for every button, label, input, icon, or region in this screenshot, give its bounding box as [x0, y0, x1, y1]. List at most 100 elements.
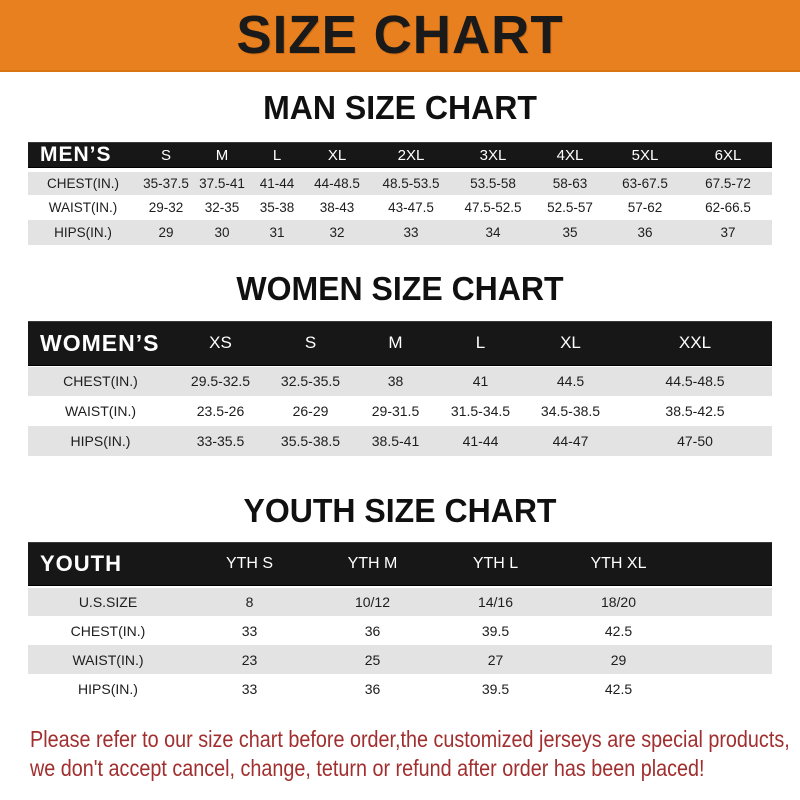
- cell-value: 44.5-48.5: [665, 373, 725, 390]
- cell-value: 47-50: [677, 433, 713, 449]
- cell-value: 48.5-53.5: [382, 176, 440, 191]
- section-heading-women: WOMEN SIZE CHART: [236, 270, 564, 307]
- cell-value: 14/16: [477, 594, 514, 610]
- cell-value: 31.5-34.5: [450, 403, 511, 419]
- youth-size-table: YOUTH YTH S YTH M YTH L YTH XL U.S.SIZE 8 10/12…: [28, 542, 772, 703]
- disclaimer-line: we don't accept cancel, change, teturn o…: [30, 755, 705, 781]
- cell-value: 36: [364, 622, 381, 639]
- cell-value: 36: [637, 225, 653, 240]
- row-label: CHEST(IN.): [47, 176, 119, 191]
- column-header: 5XL: [606, 142, 684, 172]
- column-header: S: [138, 142, 194, 172]
- cell-value: 32: [329, 225, 345, 240]
- cell-value: 38: [387, 373, 404, 390]
- disclaimer-line: Please refer to our size chart before or…: [30, 726, 790, 752]
- row-label: WAIST(IN.): [72, 651, 144, 668]
- cell-value: 30: [214, 225, 230, 240]
- cell-value: 37.5-41: [199, 176, 245, 191]
- cell-spacer: [680, 587, 772, 616]
- cell-spacer: [680, 645, 772, 674]
- womens-size-table: WOMEN’S XS S M L XL XXL CHEST(IN.) 29.5-32.5 32.5…: [28, 321, 772, 456]
- cell-value: 47.5-52.5: [464, 200, 522, 215]
- cell-value: 35-38: [259, 200, 295, 215]
- size-chart-banner: SIZE CHART: [0, 0, 800, 72]
- column-header: XL: [304, 142, 370, 172]
- cell-value: 39.5: [481, 680, 510, 697]
- table-row: CHEST(IN.) 29.5-32.5 32.5-35.5 38 41 44.5 44.5…: [28, 366, 772, 396]
- table-row: HIPS(IN.) 29 30 31 32 33 34 35 36 37: [28, 220, 772, 245]
- cell-value: 67.5-72: [705, 176, 751, 191]
- cell-value: 33: [241, 680, 258, 697]
- cell-value: 39.5: [481, 622, 510, 639]
- cell-value: 34.5-38.5: [540, 403, 601, 419]
- column-header: 6XL: [684, 142, 772, 172]
- cell-value: 18/20: [600, 594, 637, 610]
- cell-value: 29.5-32.5: [190, 373, 251, 390]
- cell-value: 29: [158, 225, 174, 240]
- section-heading-man: MAN SIZE CHART: [263, 89, 537, 126]
- cell-value: 33-35.5: [196, 433, 245, 449]
- banner-title: SIZE CHART: [236, 5, 564, 65]
- table-header-row: YOUTH YTH S YTH M YTH L YTH XL: [28, 542, 772, 588]
- mens-size-table: MEN’S S M L XL 2XL 3XL 4XL 5XL 6XL CHEST(IN.) 35-37…: [28, 142, 772, 245]
- cell-value: 52.5-57: [547, 200, 593, 215]
- table-row: U.S.SIZE 8 10/12 14/16 18/20: [28, 587, 772, 616]
- cell-value: 38.5-41: [371, 433, 420, 449]
- table-row: HIPS(IN.) 33-35.5 35.5-38.5 38.5-41 41-44 44-…: [28, 426, 772, 456]
- column-header: XS: [173, 321, 268, 367]
- cell-value: 23: [241, 651, 258, 668]
- column-header: 4XL: [534, 142, 606, 172]
- cell-value: 32-35: [204, 200, 240, 215]
- cell-value: 57-62: [627, 200, 663, 215]
- cell-value: 32.5-35.5: [280, 373, 341, 390]
- column-header: M: [194, 142, 250, 172]
- cell-value: 37: [720, 225, 736, 240]
- disclaimer-text: Please refer to our size chart before or…: [30, 725, 800, 783]
- cell-value: 27: [487, 651, 504, 668]
- cell-value: 35.5-38.5: [280, 433, 341, 449]
- table-title: MEN’S: [28, 142, 138, 172]
- cell-value: 33: [403, 225, 419, 240]
- row-label: WAIST(IN.): [48, 200, 118, 215]
- table-row: CHEST(IN.) 33 36 39.5 42.5: [28, 616, 772, 645]
- cell-value: 29: [610, 651, 627, 668]
- cell-value: 42.5: [604, 622, 633, 639]
- column-header: YTH S: [188, 542, 311, 588]
- table-row: HIPS(IN.) 33 36 39.5 42.5: [28, 674, 772, 703]
- table-header-row: MEN’S S M L XL 2XL 3XL 4XL 5XL 6XL: [28, 142, 772, 172]
- cell-value: 38-43: [319, 200, 355, 215]
- cell-value: 44-48.5: [314, 176, 360, 191]
- cell-value: 38.5-42.5: [665, 403, 725, 419]
- cell-spacer: [680, 674, 772, 703]
- cell-value: 41-44: [462, 433, 499, 449]
- cell-value: 35: [562, 225, 578, 240]
- cell-value: 31: [269, 225, 285, 240]
- table-row: WAIST(IN.) 23 25 27 29: [28, 645, 772, 674]
- cell-value: 58-63: [552, 176, 588, 191]
- column-header: XL: [523, 321, 618, 367]
- table-row: CHEST(IN.) 35-37.5 37.5-41 41-44 44-48.5 48.5…: [28, 170, 772, 195]
- cell-value: 8: [245, 594, 254, 610]
- column-header: YTH L: [434, 542, 557, 588]
- cell-value: 43-47.5: [388, 200, 434, 215]
- cell-value: 53.5-58: [470, 176, 516, 191]
- cell-value: 44-47: [552, 433, 589, 449]
- row-label: HIPS(IN.): [70, 433, 131, 449]
- column-header: 3XL: [452, 142, 534, 172]
- cell-value: 44.5: [556, 373, 585, 390]
- cell-value: 29-32: [148, 200, 184, 215]
- cell-value: 35-37.5: [143, 176, 189, 191]
- cell-value: 41: [472, 373, 489, 390]
- column-header: S: [268, 321, 353, 367]
- table-header-row: WOMEN’S XS S M L XL XXL: [28, 321, 772, 367]
- cell-value: 62-66.5: [705, 200, 751, 215]
- cell-value: 34: [485, 225, 501, 240]
- column-header: XXL: [618, 321, 772, 367]
- table-title: WOMEN’S: [28, 321, 173, 367]
- cell-value: 29-31.5: [371, 403, 420, 419]
- row-label: WAIST(IN.): [64, 403, 137, 419]
- row-label: U.S.SIZE: [78, 594, 138, 610]
- column-header: L: [438, 321, 523, 367]
- column-header: YTH XL: [557, 542, 680, 588]
- row-label: HIPS(IN.): [54, 225, 112, 240]
